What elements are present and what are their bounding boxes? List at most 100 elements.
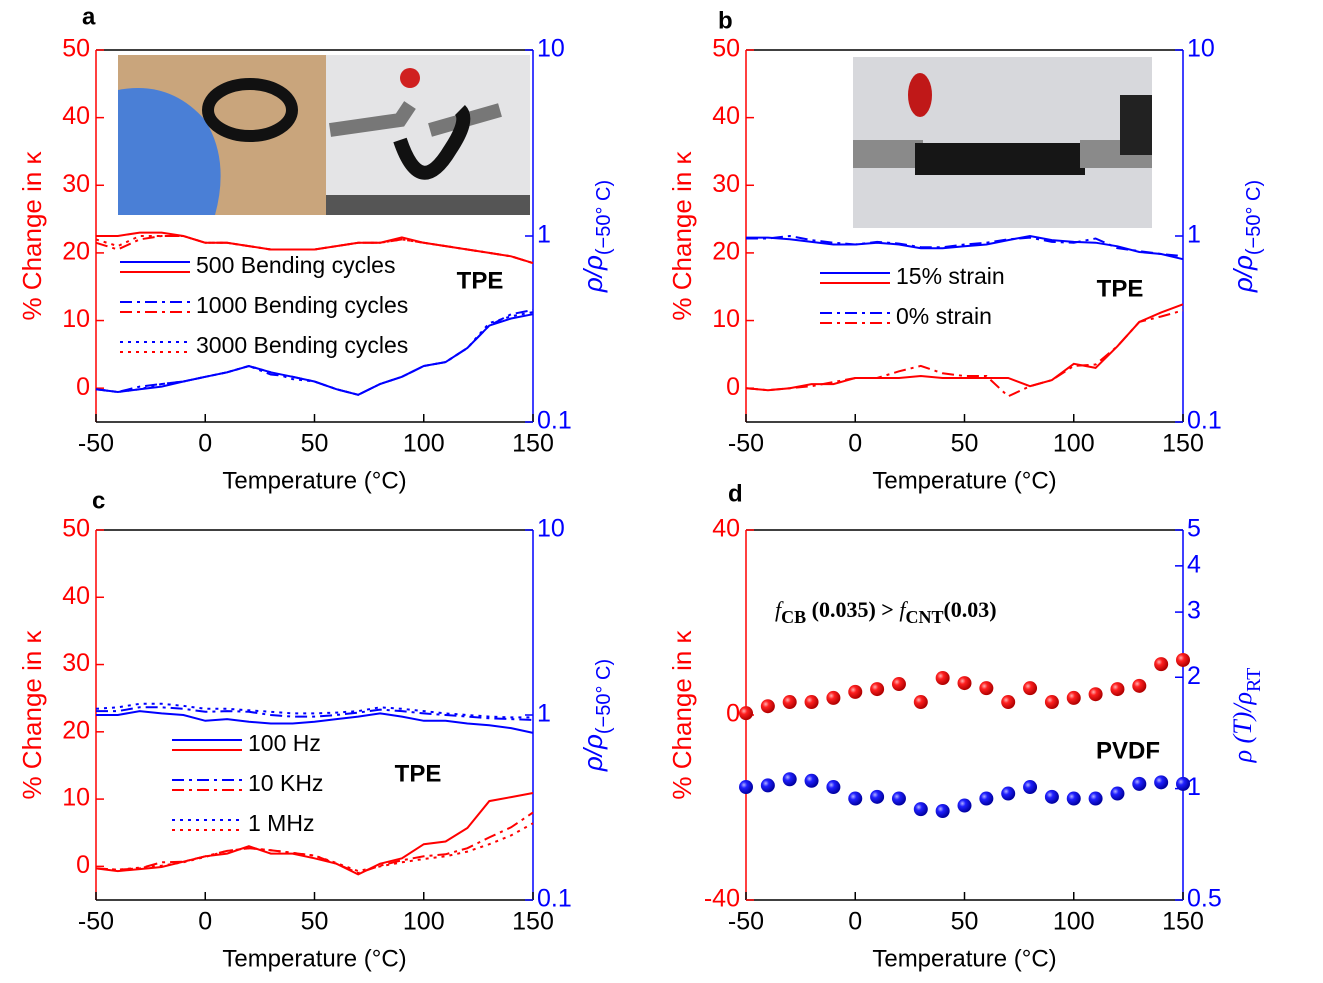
y-tick-label: -40: [704, 885, 740, 913]
sample-label: TPE: [457, 267, 504, 294]
annotation: fCB (0.035) > fCNT(0.03): [775, 597, 997, 627]
x-tick-label: -50: [728, 908, 764, 936]
y2-tick-label: 0.1: [537, 885, 572, 913]
photo-bend-setup: [326, 55, 530, 215]
y2-axis-label: ρ (T)/ρRT: [1228, 668, 1265, 764]
rho-point: [891, 791, 906, 806]
rho-point: [913, 802, 928, 817]
kappa-point: [1132, 678, 1147, 693]
legend-label: 500 Bending cycles: [196, 252, 395, 278]
y-tick-label: 50: [62, 515, 90, 543]
y-axis-label: % Change in κ: [17, 150, 47, 320]
y-tick-label: 40: [62, 102, 90, 130]
x-tick-label: 100: [1053, 908, 1095, 936]
x-tick-label: 150: [1162, 908, 1204, 936]
rho-line: [746, 234, 1184, 258]
y-tick-label: 0: [76, 373, 90, 401]
x-tick-label: -50: [78, 430, 114, 458]
kappa-point: [1154, 657, 1169, 672]
x-tick-label: -50: [728, 430, 764, 458]
x-axis-label: Temperature (°C): [872, 945, 1056, 972]
rho-point: [1023, 780, 1038, 795]
panel-letter: c: [92, 487, 105, 514]
rho-point: [1132, 776, 1147, 791]
y2-tick-label: 10: [537, 35, 565, 63]
y2-label-main: ρ/ρ: [578, 734, 608, 772]
photo-glove: [118, 55, 326, 215]
sample-label: TPE: [395, 760, 442, 787]
rho-point: [1044, 789, 1059, 804]
rho-point: [826, 780, 841, 795]
y2-label-sub: (−50° C): [1243, 180, 1265, 255]
y2-axis-label: ρ/ρ(−50° C): [578, 180, 615, 293]
y-axis-label: % Change in κ: [667, 629, 697, 799]
photo-strain-setup: [853, 57, 1152, 228]
kappa-line: [95, 792, 534, 876]
kappa-line: [95, 822, 534, 873]
y2-label-sub: (−50° C): [593, 659, 615, 734]
x-tick-label: 100: [403, 430, 445, 458]
kappa-line: [95, 811, 534, 875]
y2-tick-label: 10: [537, 515, 565, 543]
x-tick-label: 50: [951, 908, 979, 936]
rho-point: [848, 791, 863, 806]
annotation-part: f: [899, 597, 908, 622]
legend-label: 0% strain: [896, 303, 992, 329]
rho-point: [1066, 791, 1081, 806]
kappa-point: [979, 681, 994, 696]
y-tick-label: 40: [712, 102, 740, 130]
kappa-point: [1110, 682, 1125, 697]
y-tick-label: 0: [726, 373, 740, 401]
legend-label: 3000 Bending cycles: [196, 332, 408, 358]
y2-label-sub: RT: [1243, 668, 1265, 692]
rho-line: [96, 710, 534, 734]
kappa-point: [870, 682, 885, 697]
y-axis-label: % Change in κ: [17, 629, 47, 799]
rho-line: [95, 311, 534, 396]
y-tick-label: 40: [62, 582, 90, 610]
x-tick-label: 50: [951, 430, 979, 458]
rho-point: [1110, 786, 1125, 801]
y-tick-label: 0: [76, 851, 90, 879]
rho-point: [1176, 776, 1190, 791]
y2-tick-label: 1: [537, 700, 551, 728]
kappa-point: [1023, 681, 1038, 696]
kappa-line: [745, 303, 1184, 392]
y2-tick-label: 4: [1187, 550, 1201, 578]
x-axis-label: Temperature (°C): [222, 945, 406, 972]
y-tick-label: 30: [62, 170, 90, 198]
rho-point: [782, 772, 797, 787]
legend-label: 10 KHz: [248, 770, 323, 796]
x-axis-label: Temperature (°C): [872, 467, 1056, 494]
y2-tick-label: 1: [1187, 773, 1201, 801]
legend-label: 100 Hz: [248, 730, 321, 756]
rho-point: [739, 780, 753, 795]
y2-tick-label: 5: [1187, 515, 1201, 543]
kappa-point: [739, 706, 753, 721]
y-tick-label: 50: [712, 35, 740, 63]
sample-label: TPE: [1097, 275, 1144, 302]
y2-axis-label: ρ/ρ(−50° C): [1228, 180, 1265, 293]
rho-point: [957, 798, 972, 813]
legend-label: 1000 Bending cycles: [196, 292, 408, 318]
kappa-point: [760, 699, 775, 714]
rho-point: [935, 803, 950, 818]
rho-line: [96, 706, 534, 721]
y-tick-label: 0: [726, 700, 740, 728]
y2-tick-label: 0.1: [537, 407, 572, 435]
y-tick-label: 10: [62, 305, 90, 333]
y2-label-main: ρ (T)/ρ: [1228, 692, 1257, 763]
y-tick-label: 40: [712, 515, 740, 543]
y2-tick-label: 10: [1187, 35, 1215, 63]
y-tick-label: 30: [712, 170, 740, 198]
panel-letter: b: [718, 7, 733, 34]
y2-label-main: ρ/ρ: [578, 255, 608, 293]
y2-tick-label: 0.5: [1187, 885, 1222, 913]
kappa-point: [1044, 695, 1059, 710]
annotation-part: (0.035) >: [806, 597, 899, 622]
y-tick-label: 30: [62, 649, 90, 677]
rho-point: [760, 778, 775, 793]
y-tick-label: 10: [62, 784, 90, 812]
y2-tick-label: 0.1: [1187, 407, 1222, 435]
